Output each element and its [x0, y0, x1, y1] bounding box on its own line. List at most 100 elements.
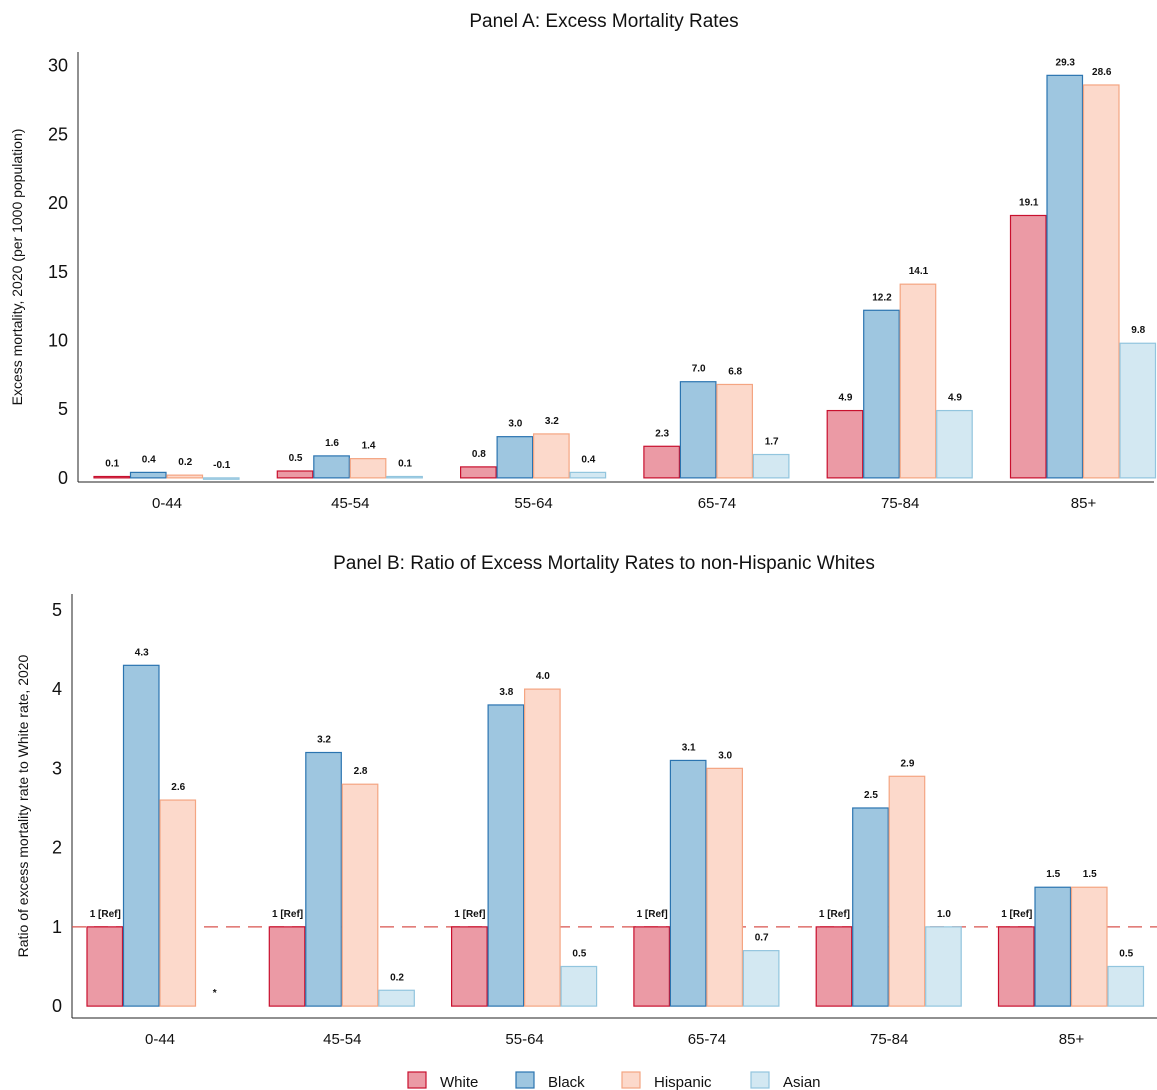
- panel-a-x-tick-label: 85+: [1071, 495, 1097, 512]
- panel-a-data-label: 29.3: [1056, 57, 1076, 68]
- panel-b-bar-hispanic: [706, 767, 744, 1007]
- panel-b-bar-white: [451, 926, 488, 1007]
- legend: White Black Hispanic Asian: [407, 1071, 821, 1090]
- panel-b-data-label: 3.0: [718, 750, 732, 761]
- panel-b-data-label: 1 [Ref]: [819, 909, 850, 920]
- panel-a-data-label: 19.1: [1019, 197, 1039, 208]
- panel-a-data-label: 7.0: [692, 364, 706, 375]
- panel-a-bar-hispanic: [349, 458, 387, 479]
- panel-a-data-label: 0.5: [289, 453, 303, 464]
- legend-swatch-hispanic: [621, 1071, 641, 1089]
- panel-b-bar-white: [268, 926, 306, 1007]
- legend-swatch-asian: [750, 1071, 770, 1089]
- panel-b-data-label: 0.2: [390, 972, 404, 983]
- panel-b-x-tick-label: 45-54: [323, 1031, 361, 1048]
- panel-a-data-label: 6.8: [728, 366, 742, 377]
- panel-a-data-label: 1.7: [765, 437, 779, 448]
- panel-b-bar-white: [86, 926, 124, 1007]
- panel-b-bar-hispanic: [888, 775, 926, 1007]
- panel-b-bar-asian: [1107, 965, 1145, 1007]
- panel-b-x-tick-label: 55-64: [505, 1031, 543, 1048]
- panel-b-data-label: 1 [Ref]: [90, 909, 121, 920]
- panel-a-bar-asian: [752, 453, 790, 479]
- panel-a-x-tick-label: 65-74: [698, 495, 736, 512]
- panel-a-y-tick-label: 15: [48, 262, 68, 282]
- panel-b-bar-black: [487, 704, 525, 1007]
- panel-b-data-label: 1.0: [937, 909, 951, 920]
- panel-a-x-tick-label: 0-44: [152, 495, 182, 512]
- panel-b-y-axis-label: Ratio of excess mortality rate to White …: [15, 654, 31, 957]
- panel-b-y-tick-label: 5: [52, 600, 62, 620]
- panel-a-y-tick-label: 5: [58, 399, 68, 419]
- panel-a-data-label: 1.4: [362, 441, 376, 452]
- panel-a-data-label: 0.4: [581, 454, 595, 465]
- panel-b-bar-white: [633, 926, 671, 1007]
- panel-b-x-tick-label: 75-84: [870, 1031, 908, 1048]
- panel-b-title: Panel B: Ratio of Excess Mortality Rates…: [333, 553, 875, 574]
- panel-a-x-tick-label: 55-64: [514, 495, 552, 512]
- panel-a-bar-black: [129, 471, 167, 479]
- panel-a-bar-black: [313, 455, 350, 479]
- panel-a-data-label: -0.1: [213, 460, 231, 471]
- panel-a-excess-mortality-chart: Panel A: Excess Mortality Rates Excess mo…: [9, 11, 1157, 512]
- panel-a-data-label: 1.6: [325, 438, 339, 449]
- panel-a-bar-white: [826, 409, 864, 479]
- panel-a-data-label: 3.0: [508, 419, 522, 430]
- panel-b-bar-asian: [925, 926, 962, 1007]
- panel-a-bar-white: [643, 445, 681, 479]
- panel-a-data-label: 14.1: [909, 266, 929, 277]
- panel-a-data-label: 0.1: [398, 459, 412, 470]
- panel-b-data-label: 2.5: [864, 790, 878, 801]
- panel-a-bar-white: [276, 470, 314, 479]
- panel-b-bar-black: [669, 759, 707, 1007]
- panel-a-y-tick-label: 30: [48, 56, 68, 76]
- panel-b-y-tick-label: 3: [52, 758, 62, 778]
- panel-b-bar-white: [997, 926, 1035, 1007]
- panel-b-bar-black: [852, 807, 889, 1007]
- panel-b-bar-white: [815, 926, 853, 1007]
- panel-a-y-axis-label: Excess mortality, 2020 (per 1000 populat…: [9, 129, 25, 406]
- panel-a-bar-white: [1009, 214, 1047, 479]
- panel-b-data-label: 0.5: [1119, 948, 1133, 959]
- panel-b-data-label: 3.2: [317, 735, 331, 746]
- panel-b-ratio-chart: Panel B: Ratio of Excess Mortality Rates…: [15, 553, 1157, 1048]
- panel-b-x-tick-label: 0-44: [145, 1031, 175, 1048]
- legend-label-white: White: [440, 1074, 478, 1090]
- panel-a-bar-hispanic: [716, 383, 754, 479]
- panel-b-data-label: 1 [Ref]: [272, 909, 303, 920]
- panel-b-y-tick-label: 4: [52, 679, 62, 699]
- legend-label-hispanic: Hispanic: [654, 1074, 712, 1090]
- panel-a-y-tick-label: 10: [48, 330, 68, 350]
- panel-a-bar-asian: [569, 471, 607, 479]
- panel-b-y-tick-label: 1: [52, 917, 62, 937]
- panel-a-bar-asian: [936, 409, 973, 479]
- panel-a-bar-black: [863, 309, 900, 479]
- panel-b-data-label: 2.8: [354, 766, 368, 777]
- panel-b-data-label: 0.5: [572, 948, 586, 959]
- panel-b-x-tick-label: 85+: [1059, 1031, 1085, 1048]
- panel-a-bar-white: [460, 466, 497, 479]
- panel-a-bar-hispanic: [899, 283, 937, 479]
- panel-b-bar-black: [305, 751, 342, 1007]
- panel-b-bar-black: [1034, 886, 1072, 1007]
- panel-b-data-label: 1.5: [1046, 869, 1060, 880]
- panel-b-bar-asian: [560, 965, 598, 1007]
- panel-a-data-label: 28.6: [1092, 67, 1112, 78]
- panel-b-data-label: 2.6: [171, 782, 185, 793]
- panel-b-data-label: 1.5: [1083, 869, 1097, 880]
- panel-a-bar-hispanic: [166, 474, 204, 479]
- panel-a-data-label: 0.4: [142, 454, 156, 465]
- panel-a-bar-black: [679, 381, 717, 479]
- panel-a-bar-black: [1046, 74, 1084, 479]
- legend-label-black: Black: [548, 1074, 585, 1090]
- panel-a-data-label: 12.2: [872, 292, 892, 303]
- panel-b-data-label: 1 [Ref]: [1001, 909, 1032, 920]
- panel-a-bar-asian: [386, 475, 423, 479]
- legend-swatch-black: [515, 1071, 535, 1089]
- panel-b-bar-hispanic: [159, 799, 197, 1007]
- panel-b-bar-hispanic: [1070, 886, 1108, 1007]
- panel-a-bar-asian: [1119, 342, 1157, 479]
- panel-b-data-label: 2.9: [900, 758, 914, 769]
